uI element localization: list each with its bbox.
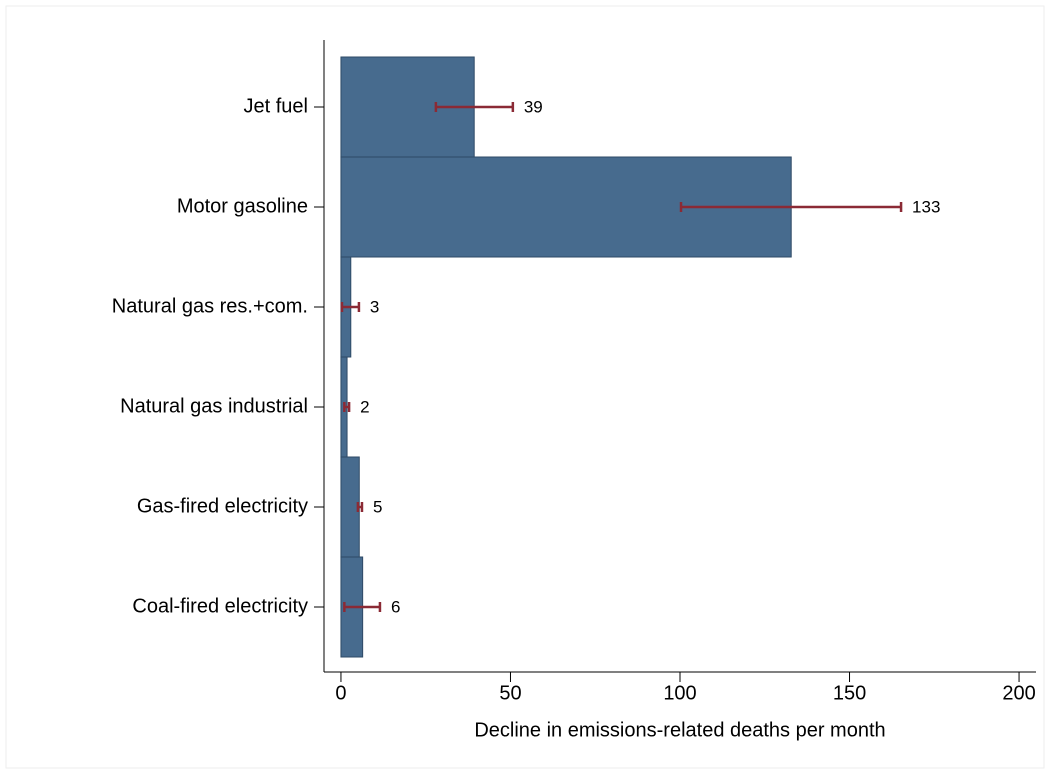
value-label: 5: [373, 497, 382, 516]
y-tick-label: Coal-fired electricity: [132, 595, 308, 617]
value-label: 6: [391, 597, 400, 616]
value-label: 133: [912, 197, 940, 216]
value-label: 2: [360, 397, 369, 416]
y-tick-label: Natural gas res.+com.: [112, 295, 308, 317]
x-tick-label: 150: [833, 682, 866, 704]
x-tick-label: 200: [1002, 682, 1035, 704]
bar: [340, 456, 360, 558]
value-label: 39: [524, 97, 543, 116]
y-tick-label: Motor gasoline: [177, 195, 308, 217]
y-tick-label: Jet fuel: [244, 95, 308, 117]
x-tick-label: 0: [335, 682, 346, 704]
y-tick-label: Natural gas industrial: [120, 395, 308, 417]
x-tick-label: 50: [499, 682, 521, 704]
x-tick-label: 100: [663, 682, 696, 704]
x-axis-label: Decline in emissions-related deaths per …: [474, 719, 885, 741]
value-label: 3: [370, 297, 379, 316]
frame: [5, 5, 1045, 769]
y-tick-label: Gas-fired electricity: [137, 495, 308, 517]
